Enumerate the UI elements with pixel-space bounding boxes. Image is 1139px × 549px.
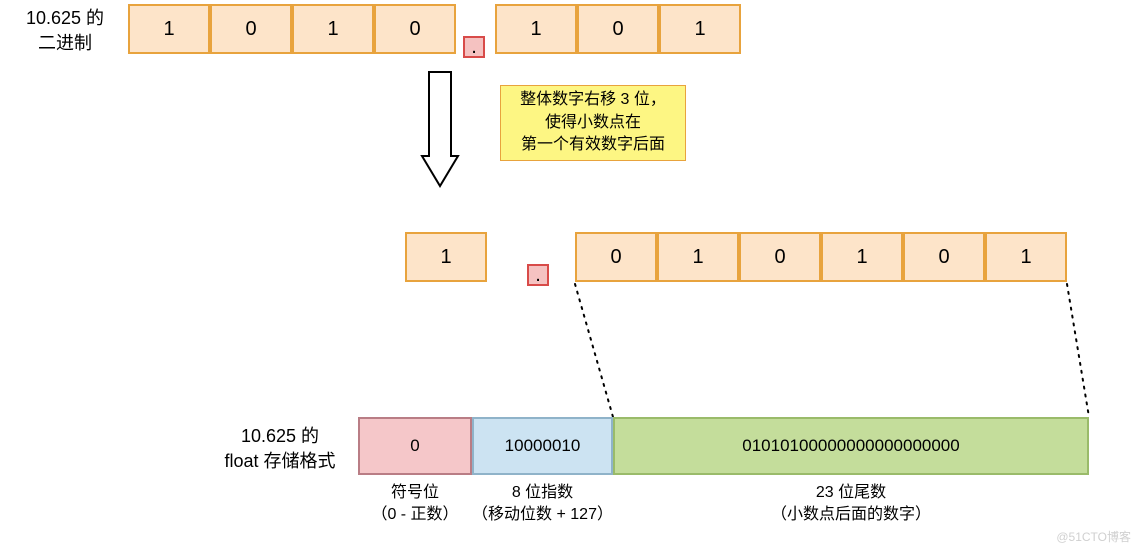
caption-sign: 符号位（0 - 正数）: [358, 482, 472, 527]
row1-radix-point: .: [463, 36, 485, 58]
row1-frac-bit-0: 1: [495, 4, 577, 54]
row1-int-bit-3: 0: [374, 4, 456, 54]
row2-frac-bit-1: 1: [657, 232, 739, 282]
float-mantissa-field: 01010100000000000000000: [613, 417, 1089, 475]
caption-mantissa: 23 位尾数（小数点后面的数字）: [613, 482, 1089, 527]
row3-label: 10.625 的float 存储格式: [210, 424, 350, 474]
row1-frac-bit-1: 0: [577, 4, 659, 54]
row2-frac-bit-2: 0: [739, 232, 821, 282]
mantissa-map-line-right: [1067, 284, 1089, 417]
row1-int-bit-1: 0: [210, 4, 292, 54]
row2-leading-bit: 1: [405, 232, 487, 282]
row1-label: 10.625 的二进制: [6, 6, 124, 56]
row2-frac-bit-4: 0: [903, 232, 985, 282]
shift-arrow-icon: [422, 72, 458, 186]
shift-note: 整体数字右移 3 位，使得小数点在第一个有效数字后面: [500, 85, 686, 161]
row2-frac-bit-3: 1: [821, 232, 903, 282]
row1-frac-bit-2: 1: [659, 4, 741, 54]
row2-radix-point: .: [527, 264, 549, 286]
float-exponent-field: 10000010: [472, 417, 613, 475]
row2-frac-bit-0: 0: [575, 232, 657, 282]
row1-int-bit-2: 1: [292, 4, 374, 54]
row1-int-bit-0: 1: [128, 4, 210, 54]
watermark: @51CTO博客: [1056, 528, 1131, 545]
caption-exponent: 8 位指数（移动位数 + 127）: [472, 482, 613, 527]
mantissa-map-line-left: [575, 284, 613, 417]
row2-frac-bit-5: 1: [985, 232, 1067, 282]
float-sign-field: 0: [358, 417, 472, 475]
